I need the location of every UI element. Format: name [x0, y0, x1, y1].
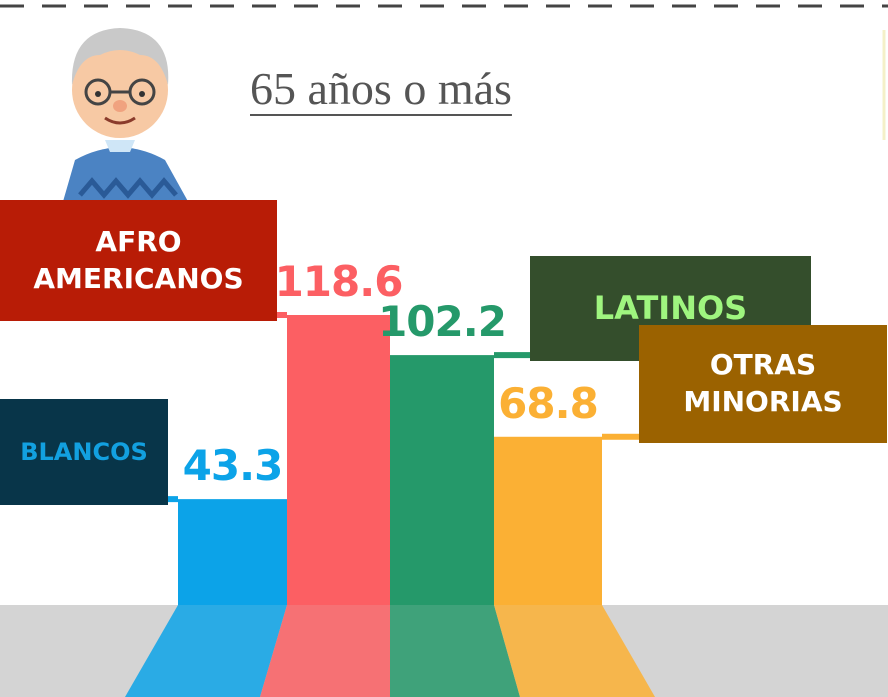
bar-shadow [494, 605, 655, 697]
category-label: AFRO AMERICANOS [0, 200, 277, 321]
bar [287, 315, 390, 605]
grandpa [62, 28, 190, 205]
value-label: 102.2 [378, 297, 507, 347]
bar-shadow [260, 605, 390, 697]
bar-shadow [125, 605, 287, 697]
bar [178, 499, 287, 605]
category-label: OTRAS MINORIAS [639, 324, 887, 443]
value-label: 68.8 [498, 378, 599, 428]
bar [390, 355, 494, 605]
category-label: BLANCOS [0, 399, 168, 506]
chart-title: 65 años o más [250, 63, 512, 114]
bar-shadow [390, 605, 520, 697]
value-label: 118.6 [274, 257, 404, 306]
bar [494, 436, 602, 605]
value-label: 43.3 [182, 441, 284, 491]
